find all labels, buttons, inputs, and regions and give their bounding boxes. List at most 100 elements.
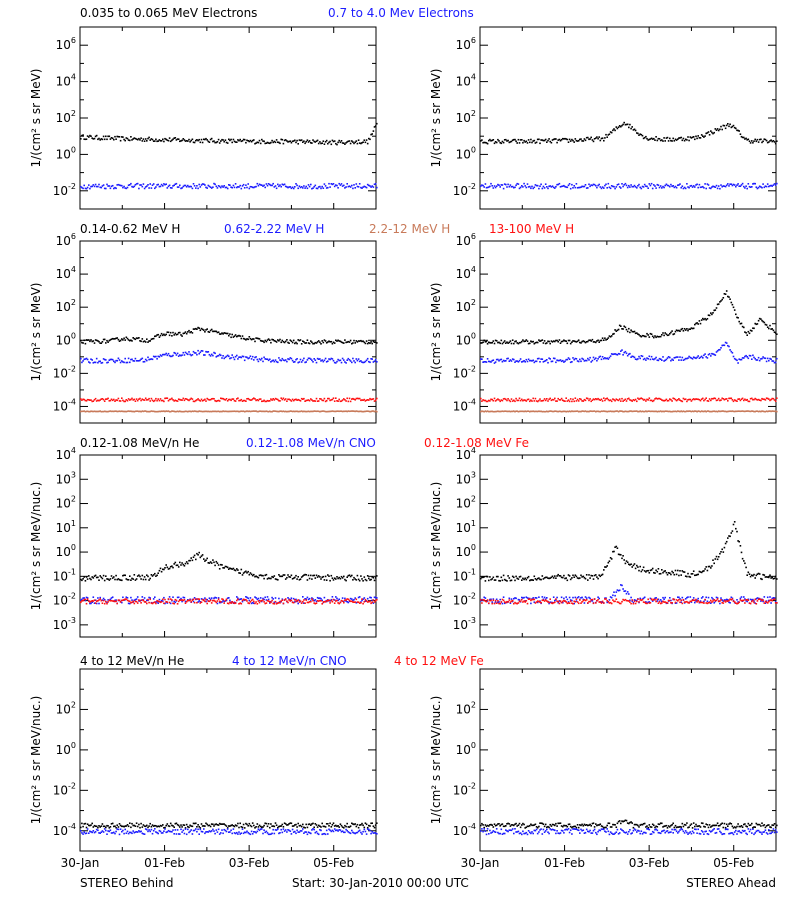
data-point-3-1-241 xyxy=(754,357,756,360)
data-point-3-0-132 xyxy=(630,329,632,331)
data-point-2-0-60 xyxy=(148,340,150,342)
data-point-3-3-62 xyxy=(550,399,553,402)
data-point-4-2-151 xyxy=(251,598,254,601)
data-point-1-1-55 xyxy=(542,185,545,188)
data-point-4-0-247 xyxy=(361,578,363,580)
data-point-3-0-103 xyxy=(597,339,599,342)
data-point-3-1-108 xyxy=(603,357,605,360)
data-point-3-3-216 xyxy=(725,398,728,400)
data-point-0-0-222 xyxy=(332,140,335,143)
data-point-5-0-132 xyxy=(630,563,632,565)
data-point-1-1-214 xyxy=(723,185,726,187)
data-point-2-0-179 xyxy=(283,341,286,344)
data-point-5-2-56 xyxy=(543,600,546,602)
data-point-4-1-156 xyxy=(257,597,260,600)
data-point-3-0-119 xyxy=(615,330,618,332)
data-point-2-1-187 xyxy=(292,361,295,363)
data-point-5-1-106 xyxy=(600,601,603,603)
data-point-4-1-230 xyxy=(341,597,344,599)
data-point-5-1-228 xyxy=(739,597,742,600)
data-point-4-2-225 xyxy=(336,599,338,602)
data-point-0-0-37 xyxy=(122,136,124,138)
data-point-1-0-53 xyxy=(540,139,542,141)
data-point-3-2-240 xyxy=(753,410,755,413)
series-3-2 xyxy=(480,410,778,413)
data-point-3-2-49 xyxy=(535,410,538,413)
data-point-1-1-199 xyxy=(706,183,709,185)
data-point-3-3-228 xyxy=(739,399,742,402)
data-point-2-0-214 xyxy=(323,339,326,341)
data-point-2-1-47 xyxy=(133,360,136,362)
data-point-3-3-178 xyxy=(682,397,685,400)
data-point-3-1-166 xyxy=(669,356,671,359)
data-point-2-1-34 xyxy=(118,359,121,361)
data-point-2-0-151 xyxy=(251,338,254,340)
data-point-3-1-7 xyxy=(488,360,490,363)
legend-label-1-0: 0.14-0.62 MeV H xyxy=(80,222,180,236)
data-point-3-1-202 xyxy=(710,355,712,357)
data-point-4-2-178 xyxy=(282,602,285,605)
data-point-2-2-84 xyxy=(175,410,178,413)
data-point-1-0-195 xyxy=(702,135,704,137)
data-point-3-3-52 xyxy=(539,398,541,400)
data-point-1-0-22 xyxy=(505,138,507,141)
data-point-0-0-22 xyxy=(105,135,107,138)
data-point-4-1-104 xyxy=(198,600,200,602)
data-point-5-0-84 xyxy=(575,575,578,578)
data-point-4-2-77 xyxy=(167,598,170,600)
data-point-2-3-204 xyxy=(312,400,314,402)
data-point-0-1-166 xyxy=(269,183,271,186)
data-point-3-1-240 xyxy=(753,356,755,359)
data-point-3-2-133 xyxy=(631,410,633,413)
data-point-2-2-48 xyxy=(134,410,137,413)
data-point-3-0-251 xyxy=(765,324,768,326)
data-point-1-0-89 xyxy=(581,140,583,142)
data-point-0-0-188 xyxy=(294,139,296,142)
data-point-5-2-37 xyxy=(522,601,524,603)
data-point-2-3-103 xyxy=(197,398,199,400)
data-point-4-2-185 xyxy=(290,599,293,602)
data-point-4-2-6 xyxy=(86,598,89,600)
data-point-4-2-102 xyxy=(196,601,198,604)
data-point-3-2-75 xyxy=(565,410,567,413)
data-point-3-3-172 xyxy=(675,399,678,402)
data-point-3-1-115 xyxy=(610,353,613,355)
data-point-3-1-22 xyxy=(505,360,507,362)
data-point-2-2-92 xyxy=(184,410,187,413)
data-point-2-2-165 xyxy=(267,410,270,413)
data-point-0-0-82 xyxy=(173,137,175,139)
data-point-3-3-156 xyxy=(657,397,660,400)
data-point-3-3-208 xyxy=(716,399,719,401)
data-point-1-1-122 xyxy=(618,186,621,188)
data-point-2-2-253 xyxy=(368,410,370,413)
data-point-3-2-218 xyxy=(728,410,730,413)
data-point-2-3-11 xyxy=(92,400,95,402)
data-point-5-0-83 xyxy=(574,574,577,576)
data-point-2-0-44 xyxy=(130,339,132,341)
data-point-5-0-39 xyxy=(524,577,526,580)
data-point-0-1-125 xyxy=(222,186,224,188)
data-point-5-0-46 xyxy=(532,579,534,581)
data-point-5-2-114 xyxy=(609,601,612,604)
data-point-3-1-35 xyxy=(519,358,522,360)
data-point-2-2-256 xyxy=(371,410,373,412)
data-point-4-2-147 xyxy=(247,602,249,604)
data-point-2-0-204 xyxy=(312,342,314,345)
data-point-3-2-182 xyxy=(687,410,689,413)
data-point-3-3-28 xyxy=(511,400,514,402)
data-point-5-0-138 xyxy=(637,566,639,568)
data-point-5-2-152 xyxy=(653,598,655,601)
data-point-0-1-80 xyxy=(171,187,173,189)
data-point-1-0-203 xyxy=(711,131,713,134)
data-point-2-2-107 xyxy=(201,410,204,413)
data-point-1-0-47 xyxy=(533,139,536,142)
data-point-2-1-193 xyxy=(299,358,302,361)
data-point-5-0-169 xyxy=(672,571,674,574)
data-point-4-1-66 xyxy=(155,601,157,603)
data-point-4-0-40 xyxy=(125,578,128,580)
data-point-3-1-208 xyxy=(716,350,719,352)
data-point-2-3-248 xyxy=(362,399,364,401)
ytick-label-2--2: 10-2 xyxy=(53,364,76,380)
data-point-3-1-154 xyxy=(655,356,657,359)
